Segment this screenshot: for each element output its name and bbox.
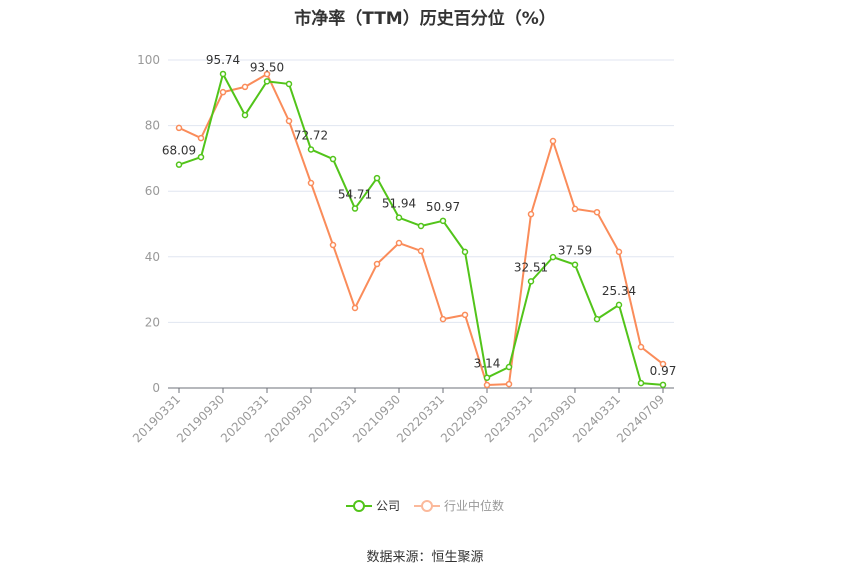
- data-label: 37.59: [558, 244, 592, 258]
- data-point[interactable]: [659, 381, 667, 389]
- y-tick-label: 0: [152, 381, 160, 395]
- data-point[interactable]: [483, 381, 491, 389]
- x-axis: 2019033120190930202003312020093020210331…: [130, 387, 674, 445]
- line-chart: 0 20 40 60 80 100 201903312019093020200331202…: [130, 53, 677, 445]
- data-point[interactable]: [549, 253, 557, 261]
- industry-median-line: [178, 73, 664, 387]
- legend-line-circle-icon: [345, 499, 372, 512]
- y-tick-label: 60: [145, 184, 160, 198]
- data-point[interactable]: [615, 248, 623, 256]
- data-label: 50.97: [426, 200, 460, 214]
- data-point[interactable]: [593, 315, 601, 323]
- data-point[interactable]: [175, 124, 183, 132]
- data-point[interactable]: [571, 261, 579, 268]
- data-point[interactable]: [505, 380, 513, 388]
- data-point[interactable]: [219, 70, 227, 78]
- data-point[interactable]: [285, 80, 293, 88]
- x-tick-label: 20240709: [614, 392, 667, 445]
- legend-item-industry-median[interactable]: 行业中位数: [414, 497, 504, 514]
- data-labels: 68.09 95.74 93.50 72.72 54.71 51.94 50.97 3.14 3…: [162, 53, 677, 378]
- y-tick-label: 80: [145, 119, 160, 133]
- data-point[interactable]: [329, 155, 337, 163]
- data-point[interactable]: [637, 379, 645, 387]
- data-source: 数据来源：恒生聚源: [366, 550, 484, 565]
- data-point[interactable]: [351, 304, 359, 312]
- data-point[interactable]: [571, 205, 579, 213]
- data-label: 72.72: [294, 128, 328, 142]
- data-point[interactable]: [263, 78, 271, 85]
- data-point[interactable]: [329, 241, 337, 249]
- data-label: 0.97: [650, 364, 677, 378]
- y-tick-label: 20: [145, 315, 160, 329]
- data-point[interactable]: [373, 174, 381, 182]
- data-point[interactable]: [285, 117, 293, 125]
- data-point[interactable]: [483, 374, 491, 381]
- data-point[interactable]: [593, 208, 601, 216]
- y-tick-label: 100: [137, 53, 160, 67]
- data-point[interactable]: [197, 153, 205, 161]
- data-point[interactable]: [241, 111, 249, 119]
- data-point[interactable]: [549, 137, 557, 145]
- data-point[interactable]: [395, 239, 403, 247]
- data-point[interactable]: [241, 83, 249, 91]
- y-tick-label: 40: [145, 250, 160, 264]
- data-point[interactable]: [439, 315, 447, 323]
- y-axis: 0 20 40 60 80 100: [137, 53, 160, 395]
- data-point[interactable]: [527, 210, 535, 218]
- data-label: 25.34: [602, 284, 636, 298]
- data-label: 68.09: [162, 144, 196, 158]
- data-point[interactable]: [219, 88, 227, 96]
- data-label: 51.94: [382, 197, 416, 211]
- data-point[interactable]: [659, 360, 667, 368]
- legend-label: 行业中位数: [444, 499, 505, 513]
- data-point[interactable]: [307, 179, 315, 187]
- chart-title: 市净率（TTM）历史百分位（%）: [294, 9, 556, 29]
- data-label: 32.51: [514, 260, 548, 274]
- data-point[interactable]: [505, 363, 513, 371]
- legend: 公司 行业中位数: [0, 497, 850, 514]
- data-point[interactable]: [197, 134, 205, 142]
- data-point[interactable]: [527, 278, 535, 285]
- data-point[interactable]: [395, 214, 403, 221]
- data-point[interactable]: [175, 161, 183, 168]
- data-point[interactable]: [351, 205, 359, 212]
- data-label: 3.14: [474, 357, 501, 371]
- data-point[interactable]: [417, 247, 425, 255]
- data-point[interactable]: [615, 301, 623, 309]
- data-label: 93.50: [250, 60, 284, 74]
- data-point[interactable]: [637, 343, 645, 351]
- data-point[interactable]: [461, 311, 469, 319]
- company-line: [178, 72, 664, 386]
- data-point[interactable]: [373, 260, 381, 268]
- series-lines: [175, 70, 667, 389]
- grid-lines: [168, 59, 674, 323]
- legend-line-circle-icon: [414, 499, 440, 512]
- legend-item-company[interactable]: 公司: [345, 497, 400, 514]
- data-point[interactable]: [439, 217, 447, 225]
- data-point[interactable]: [307, 146, 315, 153]
- data-point[interactable]: [417, 222, 425, 230]
- data-label: 95.74: [206, 53, 240, 67]
- legend-label: 公司: [375, 499, 400, 513]
- data-label: 54.71: [338, 188, 372, 202]
- data-point[interactable]: [461, 248, 469, 256]
- data-point[interactable]: [263, 70, 271, 78]
